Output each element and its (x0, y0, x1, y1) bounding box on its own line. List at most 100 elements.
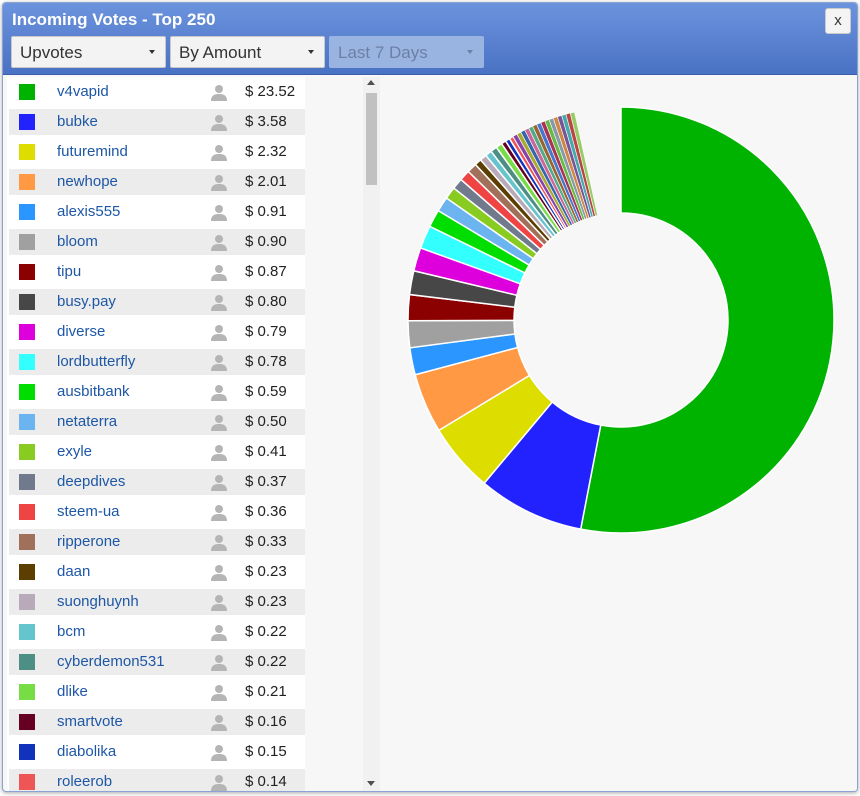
name-cell: roleerob (47, 769, 201, 791)
voter-name-link[interactable]: v4vapid (57, 83, 109, 100)
user-icon[interactable] (210, 113, 228, 131)
donut-slice-other-38[interactable] (569, 111, 599, 217)
name-cell: steem-ua (47, 499, 201, 525)
list-item[interactable]: futuremind $ 2.32 (7, 137, 305, 167)
list-item[interactable]: bloom $ 0.90 (7, 227, 305, 257)
swatch-cell (9, 319, 47, 345)
list-item[interactable]: daan $ 0.23 (7, 557, 305, 587)
list-item[interactable]: lordbutterfly $ 0.78 (7, 347, 305, 377)
list-item[interactable]: roleerob $ 0.14 (7, 767, 305, 791)
user-icon[interactable] (210, 593, 228, 611)
list-item[interactable]: tipu $ 0.87 (7, 257, 305, 287)
sort-select[interactable]: By Amount (170, 36, 325, 68)
user-icon[interactable] (210, 503, 228, 521)
list-scrollbar[interactable] (363, 77, 380, 791)
voter-name-link[interactable]: smartvote (57, 713, 123, 730)
list-item[interactable]: bubke $ 3.58 (7, 107, 305, 137)
voter-name-link[interactable]: newhope (57, 173, 118, 190)
voter-name-link[interactable]: lordbutterfly (57, 353, 136, 370)
list-item[interactable]: smartvote $ 0.16 (7, 707, 305, 737)
user-icon[interactable] (210, 413, 228, 431)
close-button[interactable]: x (825, 8, 851, 34)
list-item[interactable]: ausbitbank $ 0.59 (7, 377, 305, 407)
donut-slice-v4vapid[interactable] (579, 106, 835, 534)
color-swatch (19, 294, 35, 310)
icon-cell (201, 409, 235, 435)
amount-cell: $ 0.14 (235, 769, 305, 791)
voter-name-link[interactable]: dlike (57, 683, 88, 700)
voter-name-link[interactable]: deepdives (57, 473, 126, 490)
user-icon[interactable] (210, 473, 228, 491)
user-icon[interactable] (210, 143, 228, 161)
user-icon[interactable] (210, 383, 228, 401)
swatch-cell (9, 709, 47, 735)
user-icon[interactable] (210, 83, 228, 101)
voter-name-link[interactable]: diverse (57, 323, 106, 340)
name-cell: newhope (47, 169, 201, 195)
voter-name-link[interactable]: netaterra (57, 413, 118, 430)
list-item[interactable]: deepdives $ 0.37 (7, 467, 305, 497)
voter-name-link[interactable]: bcm (57, 623, 86, 640)
user-icon[interactable] (210, 233, 228, 251)
user-icon[interactable] (210, 443, 228, 461)
scroll-up-arrow-icon[interactable] (367, 80, 375, 85)
list-item[interactable]: exyle $ 0.41 (7, 437, 305, 467)
icon-cell (201, 289, 235, 315)
amount-cell: $ 2.01 (235, 169, 305, 195)
swatch-cell (9, 679, 47, 705)
user-icon[interactable] (210, 293, 228, 311)
vote-type-select[interactable]: Upvotes (11, 36, 166, 68)
user-icon[interactable] (210, 533, 228, 551)
user-icon[interactable] (210, 773, 228, 791)
voter-name-link[interactable]: bubke (57, 113, 98, 130)
user-icon[interactable] (210, 653, 228, 671)
list-item[interactable]: busy.pay $ 0.80 (7, 287, 305, 317)
list-item[interactable]: netaterra $ 0.50 (7, 407, 305, 437)
voter-name-link[interactable]: ausbitbank (57, 383, 130, 400)
list-item[interactable]: cyberdemon531 $ 0.22 (7, 647, 305, 677)
voter-name-link[interactable]: busy.pay (57, 293, 116, 310)
voter-name-link[interactable]: cyberdemon531 (57, 653, 165, 670)
list-item[interactable]: bcm $ 0.22 (7, 617, 305, 647)
list-item[interactable]: ripperone $ 0.33 (7, 527, 305, 557)
voter-name-link[interactable]: futuremind (57, 143, 128, 160)
icon-cell (201, 469, 235, 495)
voter-name-link[interactable]: roleerob (57, 773, 113, 790)
voter-name-link[interactable]: bloom (57, 233, 98, 250)
voter-name-link[interactable]: suonghuynh (57, 593, 139, 610)
list-item[interactable]: steem-ua $ 0.36 (7, 497, 305, 527)
user-icon[interactable] (210, 173, 228, 191)
vote-amount: $ 0.23 (245, 593, 287, 610)
list-item[interactable]: diverse $ 0.79 (7, 317, 305, 347)
scroll-thumb[interactable] (366, 93, 377, 185)
list-item[interactable]: suonghuynh $ 0.23 (7, 587, 305, 617)
user-icon[interactable] (210, 323, 228, 341)
list-item[interactable]: v4vapid $ 23.52 (7, 77, 305, 107)
user-icon[interactable] (210, 623, 228, 641)
voter-name-link[interactable]: diabolika (57, 743, 117, 760)
list-item[interactable]: alexis555 $ 0.91 (7, 197, 305, 227)
user-icon[interactable] (210, 563, 228, 581)
user-icon[interactable] (210, 353, 228, 371)
swatch-cell (9, 79, 47, 105)
name-cell: cyberdemon531 (47, 649, 201, 675)
voter-name-link[interactable]: ripperone (57, 533, 121, 550)
list-item[interactable]: dlike $ 0.21 (7, 677, 305, 707)
list-item[interactable]: newhope $ 2.01 (7, 167, 305, 197)
voter-name-link[interactable]: alexis555 (57, 203, 121, 220)
user-icon[interactable] (210, 713, 228, 731)
swatch-cell (9, 769, 47, 791)
user-icon[interactable] (210, 683, 228, 701)
user-icon[interactable] (210, 203, 228, 221)
icon-cell (201, 769, 235, 791)
list-item[interactable]: diabolika $ 0.15 (7, 737, 305, 767)
voter-name-link[interactable]: exyle (57, 443, 93, 460)
voter-name-link[interactable]: tipu (57, 263, 82, 280)
scroll-down-arrow-icon[interactable] (367, 781, 375, 786)
name-cell: dlike (47, 679, 201, 705)
user-icon[interactable] (210, 743, 228, 761)
user-icon[interactable] (210, 263, 228, 281)
voter-name-link[interactable]: steem-ua (57, 503, 120, 520)
voter-name-link[interactable]: daan (57, 563, 91, 580)
amount-cell: $ 0.22 (235, 619, 305, 645)
